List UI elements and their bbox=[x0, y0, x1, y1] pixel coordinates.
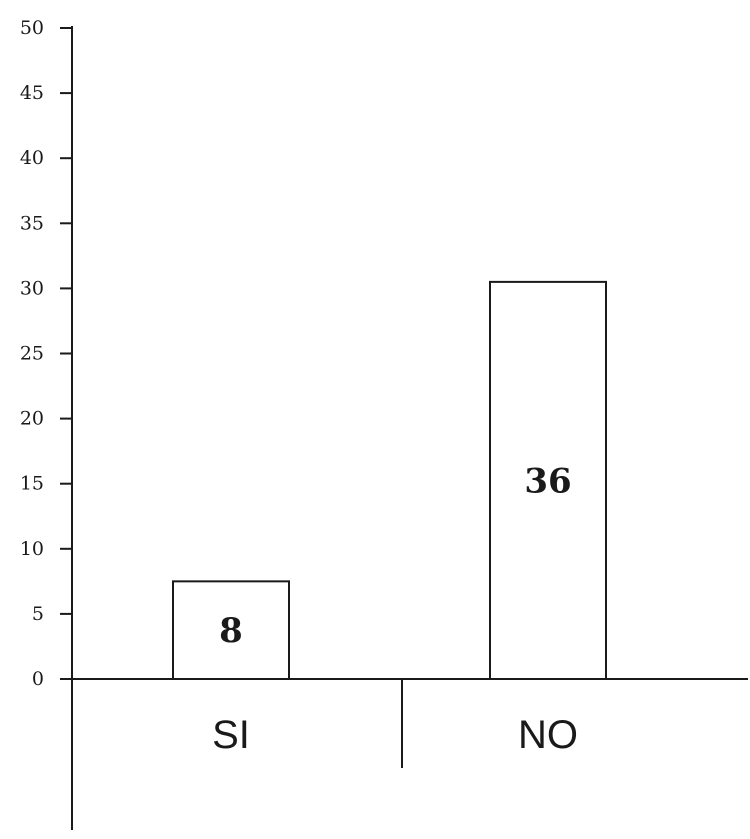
y-tick-label: 30 bbox=[20, 277, 44, 299]
axes bbox=[60, 26, 748, 830]
y-tick-label: 40 bbox=[20, 147, 44, 169]
y-tick-label: 25 bbox=[20, 343, 44, 365]
y-tick-label: 10 bbox=[20, 538, 44, 560]
bar-si bbox=[172, 580, 290, 680]
bar-no bbox=[489, 280, 607, 680]
x-axis-categories: SI NO bbox=[212, 713, 578, 757]
y-tick-label: 35 bbox=[20, 212, 44, 234]
y-tick-label: 5 bbox=[32, 603, 44, 625]
category-label-no: NO bbox=[518, 713, 578, 757]
data-label-no: 36 bbox=[524, 461, 571, 501]
data-label-si: 8 bbox=[219, 611, 243, 651]
y-axis-ticks: 0 5 10 15 20 25 30 35 40 45 50 bbox=[20, 17, 72, 690]
y-tick-label: 15 bbox=[20, 473, 44, 495]
y-tick-label: 20 bbox=[20, 408, 44, 430]
bars: 8 36 bbox=[172, 280, 607, 680]
category-label-si: SI bbox=[212, 713, 250, 757]
y-tick-label: 0 bbox=[32, 668, 44, 690]
y-tick-label: 50 bbox=[20, 17, 44, 39]
y-tick-label: 45 bbox=[20, 82, 44, 104]
